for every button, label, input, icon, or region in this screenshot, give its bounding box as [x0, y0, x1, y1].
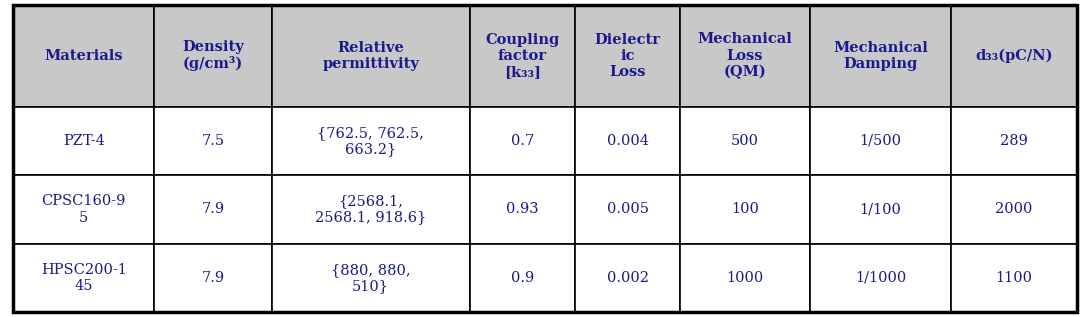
Text: {2568.1,
2568.1, 918.6}: {2568.1, 2568.1, 918.6}: [315, 194, 426, 224]
Text: Mechanical
Loss
(QM): Mechanical Loss (QM): [698, 32, 792, 79]
Bar: [574, 244, 680, 312]
Text: d₃₃(pC/N): d₃₃(pC/N): [976, 49, 1053, 63]
Bar: [470, 175, 574, 244]
Text: Coupling
factor
[k₃₃]: Coupling factor [k₃₃]: [485, 33, 559, 79]
Text: {880, 880,
510}: {880, 880, 510}: [331, 263, 411, 293]
Text: 0.7: 0.7: [510, 134, 534, 148]
Bar: [470, 244, 574, 312]
Bar: [271, 107, 470, 175]
Text: Dielectr
ic
Loss: Dielectr ic Loss: [595, 33, 661, 79]
Bar: [155, 5, 271, 107]
Text: CPSC160-9
5: CPSC160-9 5: [41, 194, 126, 224]
Bar: [13, 107, 155, 175]
Text: 1000: 1000: [726, 271, 764, 285]
Text: 1100: 1100: [995, 271, 1032, 285]
Text: 1/1000: 1/1000: [855, 271, 906, 285]
Bar: [680, 5, 810, 107]
Bar: [680, 244, 810, 312]
Text: 0.9: 0.9: [510, 271, 534, 285]
Text: 289: 289: [1001, 134, 1028, 148]
Bar: [271, 244, 470, 312]
Bar: [574, 107, 680, 175]
Text: Relative
permittivity: Relative permittivity: [323, 41, 420, 71]
Text: 100: 100: [731, 203, 759, 217]
Bar: [155, 175, 271, 244]
Bar: [574, 5, 680, 107]
Bar: [271, 175, 470, 244]
Text: 0.93: 0.93: [506, 203, 538, 217]
Text: 0.004: 0.004: [607, 134, 649, 148]
Text: PZT-4: PZT-4: [63, 134, 105, 148]
Bar: [470, 5, 574, 107]
Text: 7.9: 7.9: [202, 271, 225, 285]
Text: {762.5, 762.5,
663.2}: {762.5, 762.5, 663.2}: [317, 126, 424, 156]
Bar: [680, 175, 810, 244]
Text: HPSC200-1
45: HPSC200-1 45: [40, 263, 126, 293]
Bar: [952, 244, 1077, 312]
Bar: [155, 107, 271, 175]
Bar: [271, 5, 470, 107]
Bar: [810, 107, 952, 175]
Bar: [13, 175, 155, 244]
Text: Mechanical
Damping: Mechanical Damping: [833, 41, 928, 71]
Text: 7.9: 7.9: [202, 203, 225, 217]
Bar: [155, 244, 271, 312]
Text: 2000: 2000: [995, 203, 1032, 217]
Text: Materials: Materials: [45, 49, 123, 63]
Text: 500: 500: [731, 134, 759, 148]
Text: 1/100: 1/100: [860, 203, 901, 217]
Text: 0.005: 0.005: [607, 203, 649, 217]
Bar: [810, 244, 952, 312]
Bar: [470, 107, 574, 175]
Text: 7.5: 7.5: [202, 134, 225, 148]
Bar: [574, 175, 680, 244]
Bar: [13, 244, 155, 312]
Text: Density
(g/cm³): Density (g/cm³): [182, 40, 244, 71]
Bar: [810, 5, 952, 107]
Bar: [680, 107, 810, 175]
Text: 0.002: 0.002: [607, 271, 649, 285]
Bar: [952, 5, 1077, 107]
Bar: [13, 5, 155, 107]
Bar: [952, 107, 1077, 175]
Text: 1/500: 1/500: [859, 134, 901, 148]
Bar: [952, 175, 1077, 244]
Bar: [810, 175, 952, 244]
